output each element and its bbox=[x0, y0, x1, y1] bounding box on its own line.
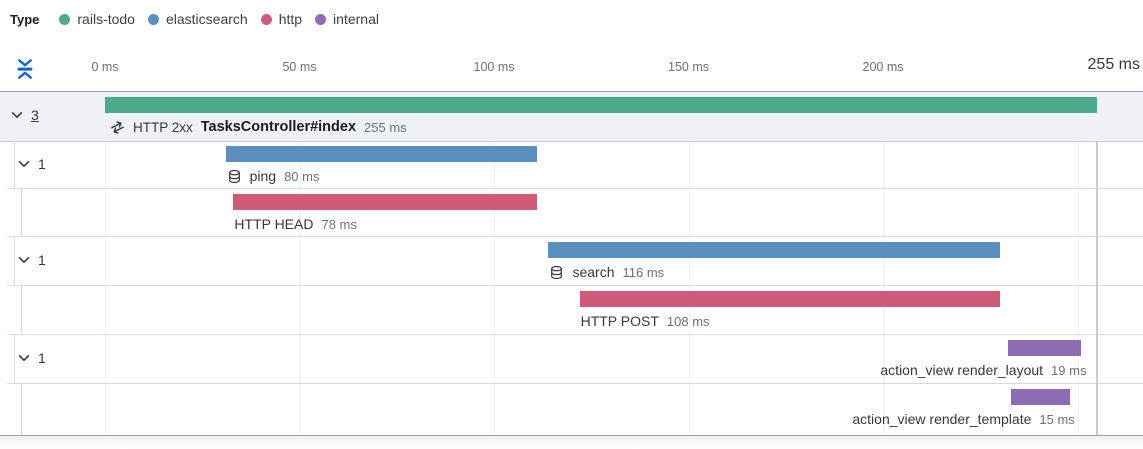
axis-tick-label: 100 ms bbox=[473, 60, 515, 74]
waterfall-chart: 3 HTTP 2xx TasksController#index 255 ms 1 pin… bbox=[0, 91, 1143, 436]
span-name: HTTP HEAD bbox=[234, 216, 314, 232]
indent-guide-line bbox=[21, 384, 22, 435]
fold-icon bbox=[14, 58, 36, 80]
span-bar[interactable] bbox=[1007, 340, 1082, 356]
axis-tick-label: 0 ms bbox=[91, 60, 119, 74]
row-separator bbox=[7, 383, 1143, 384]
legend-dot bbox=[260, 13, 272, 25]
axis-gridline bbox=[300, 92, 301, 435]
span-bar[interactable] bbox=[105, 97, 1097, 113]
bottom-shadow bbox=[0, 435, 1143, 449]
span-duration: 108 ms bbox=[666, 313, 710, 329]
legend-item-label: http bbox=[278, 11, 303, 27]
collapse-timeline-button[interactable] bbox=[10, 54, 40, 84]
legend-item-elasticsearch[interactable]: elasticsearch bbox=[147, 8, 248, 30]
span-duration: 78 ms bbox=[321, 216, 357, 232]
span-name: search bbox=[572, 264, 615, 280]
axis-gridline bbox=[105, 92, 106, 435]
axis-gridline bbox=[1078, 92, 1079, 435]
span-prefix: HTTP 2xx bbox=[133, 119, 193, 135]
chevron-down-icon bbox=[17, 253, 31, 267]
indent-guide-line bbox=[14, 237, 15, 286]
group-toggle-button[interactable]: 1 bbox=[17, 156, 46, 172]
trace-end-marker bbox=[1096, 141, 1098, 435]
indent-guide-line bbox=[14, 141, 15, 189]
waterfall-row[interactable] bbox=[0, 141, 1143, 189]
span-label[interactable]: HTTP 2xx TasksController#index 255 ms bbox=[110, 117, 407, 137]
indent-guide-line bbox=[21, 286, 22, 335]
span-bar[interactable] bbox=[548, 242, 1000, 258]
chevron-down-icon bbox=[17, 351, 31, 365]
span-bar[interactable] bbox=[579, 291, 1000, 307]
span-name: action_view render_layout bbox=[880, 362, 1044, 378]
group-toggle-button[interactable]: 1 bbox=[17, 350, 46, 366]
row-separator bbox=[7, 285, 1143, 286]
row-separator bbox=[7, 334, 1143, 335]
span-bar[interactable] bbox=[225, 146, 537, 162]
span-name: action_view render_template bbox=[852, 411, 1032, 427]
row-separator bbox=[7, 188, 1143, 189]
indent-guide-line bbox=[14, 335, 15, 384]
chevron-down-icon bbox=[10, 108, 24, 122]
span-label[interactable]: ping 80 ms bbox=[227, 166, 320, 186]
span-duration: 19 ms bbox=[1051, 362, 1087, 378]
group-toggle-button[interactable]: 3 bbox=[10, 107, 39, 123]
axis-tick-label: 150 ms bbox=[668, 60, 710, 74]
type-legend: Type rails-todo elasticsearch http internal bbox=[10, 8, 392, 30]
child-count-link[interactable]: 1 bbox=[38, 156, 46, 172]
legend-item-rails-todo[interactable]: rails-todo bbox=[59, 8, 135, 30]
axis-gridline bbox=[883, 92, 884, 435]
child-count-link[interactable]: 1 bbox=[38, 252, 46, 268]
legend-item-label: elasticsearch bbox=[165, 11, 248, 27]
span-label[interactable]: search 116 ms bbox=[549, 262, 664, 282]
span-label[interactable]: HTTP POST 108 ms bbox=[581, 311, 710, 331]
child-count-link[interactable]: 1 bbox=[38, 350, 46, 366]
span-duration: 80 ms bbox=[284, 168, 320, 184]
span-duration: 255 ms bbox=[364, 119, 407, 135]
span-bar[interactable] bbox=[1011, 389, 1070, 405]
legend-item-label: rails-todo bbox=[77, 11, 135, 27]
span-name: HTTP POST bbox=[580, 313, 659, 329]
span-label[interactable]: action_view render_template 15 ms bbox=[852, 409, 1074, 429]
span-name: ping bbox=[249, 168, 277, 184]
legend-item-internal[interactable]: internal bbox=[315, 8, 379, 30]
span-bar[interactable] bbox=[233, 194, 537, 210]
legend-dot bbox=[147, 13, 159, 25]
span-label[interactable]: HTTP HEAD 78 ms bbox=[234, 214, 357, 234]
legend-title: Type bbox=[10, 11, 40, 27]
trace-duration-label: 255 ms bbox=[1087, 56, 1140, 73]
database-icon bbox=[549, 265, 564, 280]
child-count-link[interactable]: 3 bbox=[31, 107, 39, 123]
axis-tick-label: 50 ms bbox=[282, 60, 317, 74]
database-icon bbox=[227, 169, 242, 184]
legend-dot bbox=[315, 13, 327, 25]
row-separator bbox=[7, 236, 1143, 237]
legend-item-label: internal bbox=[333, 11, 379, 27]
axis-gridline bbox=[494, 92, 495, 435]
span-duration: 116 ms bbox=[622, 264, 665, 280]
legend-item-http[interactable]: http bbox=[260, 8, 303, 30]
group-toggle-button[interactable]: 1 bbox=[17, 252, 46, 268]
span-label[interactable]: action_view render_layout 19 ms bbox=[880, 360, 1086, 380]
axis-gridline bbox=[689, 92, 690, 435]
axis-tick-label: 200 ms bbox=[862, 60, 904, 74]
chevron-down-icon bbox=[17, 157, 31, 171]
waterfall-row[interactable] bbox=[0, 189, 1143, 237]
transaction-icon bbox=[110, 120, 125, 135]
legend-dot bbox=[59, 13, 71, 25]
span-name: TasksController#index bbox=[200, 119, 357, 135]
indent-guide-line bbox=[21, 189, 22, 237]
span-duration: 15 ms bbox=[1039, 411, 1075, 427]
